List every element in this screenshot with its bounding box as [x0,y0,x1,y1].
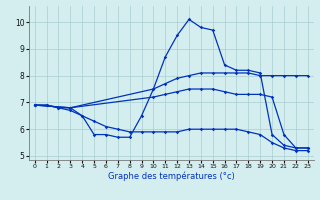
X-axis label: Graphe des températures (°c): Graphe des températures (°c) [108,172,235,181]
